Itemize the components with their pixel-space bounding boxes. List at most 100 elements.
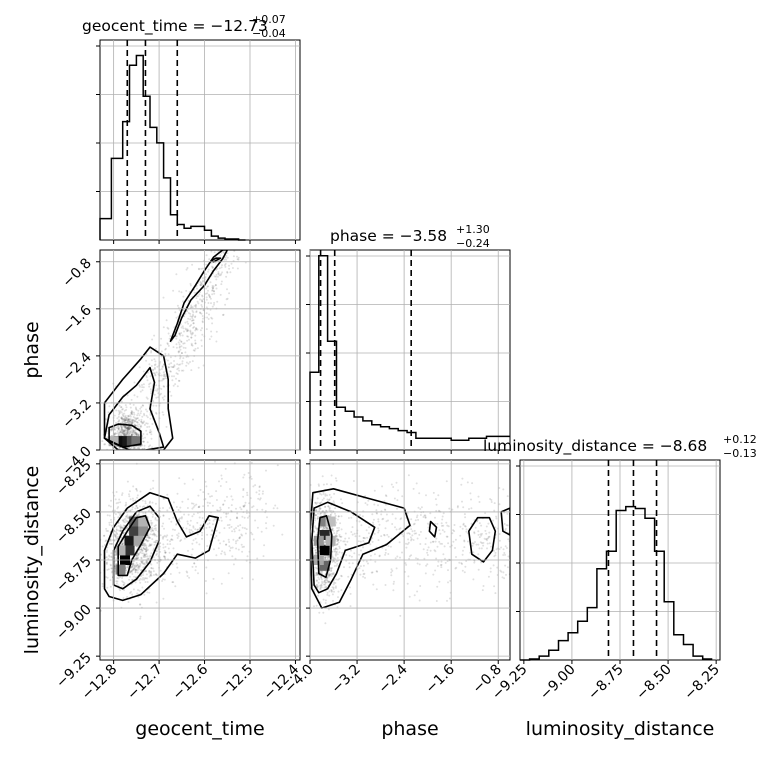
sample-point xyxy=(135,488,138,491)
sample-point xyxy=(434,522,437,525)
sample-point xyxy=(334,554,337,557)
sample-point xyxy=(155,396,158,399)
sample-point xyxy=(317,576,320,579)
sample-point xyxy=(135,432,138,435)
sample-point xyxy=(308,532,310,534)
sample-point xyxy=(136,566,139,569)
sample-point xyxy=(150,522,153,524)
sample-point xyxy=(148,425,151,428)
sample-point xyxy=(96,421,98,423)
sample-point xyxy=(463,540,466,543)
sample-point xyxy=(243,527,246,530)
sample-point xyxy=(140,425,143,428)
sample-point xyxy=(440,563,443,566)
panel-hist-luminosity-distance: luminosity_distance = −8.68 +0.12 −0.13 xyxy=(483,433,757,661)
sample-point xyxy=(366,503,369,506)
sample-point xyxy=(505,524,508,527)
y-tick-label-phase: −0.8 xyxy=(59,255,94,290)
sample-point xyxy=(172,384,175,387)
sample-point xyxy=(125,419,128,422)
sample-point xyxy=(139,407,142,410)
sample-point xyxy=(131,579,134,582)
sample-point xyxy=(220,474,223,477)
sample-point xyxy=(127,415,130,418)
sample-point xyxy=(384,584,387,586)
sample-point xyxy=(156,388,159,391)
sample-point xyxy=(489,498,492,500)
sample-point xyxy=(197,506,200,509)
sample-point xyxy=(154,374,157,377)
sample-point xyxy=(188,338,190,341)
sample-point xyxy=(136,563,139,566)
sample-point xyxy=(481,542,483,545)
sample-point xyxy=(351,562,354,565)
sample-point xyxy=(224,265,227,268)
sample-point xyxy=(128,428,131,431)
sample-point xyxy=(226,271,229,274)
sample-point xyxy=(118,446,121,449)
sample-point xyxy=(415,516,418,519)
sample-point xyxy=(434,569,437,572)
sample-point xyxy=(330,570,332,573)
sample-point xyxy=(143,554,146,557)
sample-point xyxy=(438,580,441,583)
sample-point xyxy=(185,289,188,292)
sample-point xyxy=(118,514,121,516)
sample-point xyxy=(226,495,228,498)
sample-point xyxy=(190,502,193,505)
sample-point xyxy=(122,429,125,432)
sample-point xyxy=(334,514,337,517)
sample-point xyxy=(192,313,194,316)
sample-point xyxy=(155,412,158,415)
sample-point xyxy=(124,416,127,418)
sample-point xyxy=(320,512,323,514)
sample-point xyxy=(446,524,449,527)
sample-point xyxy=(243,505,246,508)
sample-point xyxy=(198,268,201,271)
sample-point xyxy=(231,245,233,247)
sample-point xyxy=(314,551,317,554)
sample-point xyxy=(136,592,139,595)
sample-point xyxy=(132,568,134,571)
sample-point xyxy=(119,410,122,413)
sample-point xyxy=(251,533,254,536)
sample-point xyxy=(130,412,133,415)
sample-point xyxy=(183,513,186,516)
sample-point xyxy=(506,524,509,527)
sample-point xyxy=(142,440,145,443)
sample-point xyxy=(246,555,249,558)
sample-point xyxy=(125,406,128,409)
sample-point xyxy=(469,492,472,495)
sample-point xyxy=(344,532,347,535)
sample-point xyxy=(199,284,202,286)
sample-point xyxy=(213,275,216,278)
sample-point xyxy=(193,291,196,294)
sample-point xyxy=(326,494,329,497)
sample-point xyxy=(504,564,507,567)
sample-point xyxy=(128,474,130,476)
panel-2d-geocent-time-phase xyxy=(96,245,301,476)
sample-point xyxy=(507,538,510,541)
sample-point xyxy=(223,258,226,261)
sample-point xyxy=(492,564,495,567)
density-cell xyxy=(115,564,126,575)
sample-point xyxy=(507,555,510,558)
sample-point xyxy=(226,297,229,300)
sample-point xyxy=(134,571,137,574)
sample-point xyxy=(194,347,197,350)
sample-point xyxy=(365,560,368,563)
sample-point xyxy=(184,312,187,315)
sample-point xyxy=(219,542,222,545)
sample-point xyxy=(171,563,174,566)
sample-point xyxy=(178,345,181,348)
sample-point xyxy=(452,540,455,543)
sample-point xyxy=(132,432,135,435)
sample-point xyxy=(149,554,152,557)
sample-point xyxy=(90,537,92,539)
sample-point xyxy=(121,413,124,416)
sample-point xyxy=(423,557,426,560)
sample-point xyxy=(419,543,422,545)
sample-point xyxy=(162,377,165,380)
sample-point xyxy=(175,273,178,276)
panel-hist-phase: phase = −3.58 +1.30 −0.24 xyxy=(309,223,511,451)
